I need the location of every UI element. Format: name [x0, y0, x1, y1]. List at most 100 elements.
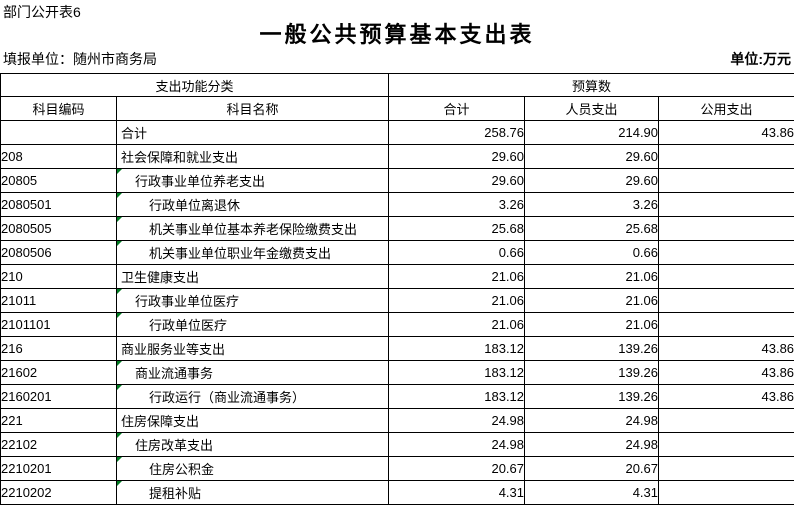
subject-name-text: 商业流通事务 [135, 366, 214, 381]
public-cell[interactable]: 43.86 [658, 384, 794, 409]
subject-name-cell[interactable]: 机关事业单位职业年金缴费支出 [115, 240, 390, 265]
personnel-cell[interactable]: 29.60 [524, 168, 660, 193]
subject-code-cell[interactable]: 210 [0, 264, 117, 289]
subject-name-text: 商业服务业等支出 [121, 342, 226, 357]
header-function-classification[interactable]: 支出功能分类 [0, 73, 390, 97]
personnel-cell[interactable]: 139.26 [524, 384, 660, 409]
total-cell[interactable]: 25.68 [388, 216, 526, 241]
public-cell[interactable] [658, 168, 794, 193]
table-row: 2210201 住房公积金 20.67 20.67 [0, 456, 794, 481]
subject-code-cell[interactable]: 2080505 [0, 216, 117, 241]
total-cell[interactable]: 0.66 [388, 240, 526, 265]
subject-name-cell[interactable]: 行政运行（商业流通事务） [115, 384, 390, 409]
public-cell[interactable] [658, 432, 794, 457]
subject-code-cell[interactable]: 2101101 [0, 312, 117, 337]
public-cell[interactable]: 43.86 [658, 336, 794, 361]
subject-code-cell[interactable]: 2160201 [0, 384, 117, 409]
total-cell[interactable]: 258.76 [388, 120, 526, 145]
cell-flag-triangle-icon [117, 313, 122, 318]
header-personnel-expenditure[interactable]: 人员支出 [524, 96, 660, 121]
subject-name-cell[interactable]: 行政事业单位医疗 [115, 288, 390, 313]
total-cell[interactable]: 183.12 [388, 336, 526, 361]
cell-flag-triangle-icon [117, 289, 122, 294]
header-total[interactable]: 合计 [388, 96, 526, 121]
subject-name-cell[interactable]: 行政单位离退休 [115, 192, 390, 217]
public-cell[interactable]: 43.86 [658, 360, 794, 385]
subject-name-text: 住房改革支出 [135, 438, 214, 453]
public-cell[interactable] [658, 312, 794, 337]
personnel-cell[interactable]: 214.90 [524, 120, 660, 145]
public-cell[interactable] [658, 288, 794, 313]
subject-code-cell[interactable] [0, 120, 117, 145]
public-cell[interactable] [658, 216, 794, 241]
header-public-expenditure[interactable]: 公用支出 [658, 96, 794, 121]
total-cell[interactable]: 24.98 [388, 432, 526, 457]
subject-name-cell[interactable]: 社会保障和就业支出 [115, 144, 390, 169]
subject-name-text: 行政运行（商业流通事务） [149, 390, 306, 405]
subject-name-cell[interactable]: 合计 [115, 120, 390, 145]
total-cell[interactable]: 20.67 [388, 456, 526, 481]
subject-code-cell[interactable]: 20805 [0, 168, 117, 193]
personnel-cell[interactable]: 4.31 [524, 480, 660, 505]
public-cell[interactable] [658, 456, 794, 481]
personnel-cell[interactable]: 139.26 [524, 336, 660, 361]
header-subject-name[interactable]: 科目名称 [115, 96, 390, 121]
header-budget-number[interactable]: 预算数 [388, 73, 794, 97]
public-cell[interactable] [658, 480, 794, 505]
subject-name-cell[interactable]: 商业流通事务 [115, 360, 390, 385]
subject-code-cell[interactable]: 2080506 [0, 240, 117, 265]
subject-name-cell[interactable]: 住房保障支出 [115, 408, 390, 433]
personnel-cell[interactable]: 21.06 [524, 288, 660, 313]
subject-name-text: 合计 [121, 126, 148, 141]
total-cell[interactable]: 24.98 [388, 408, 526, 433]
total-cell[interactable]: 21.06 [388, 264, 526, 289]
subject-code-cell[interactable]: 2210202 [0, 480, 117, 505]
subject-name-cell[interactable]: 住房改革支出 [115, 432, 390, 457]
subject-name-cell[interactable]: 卫生健康支出 [115, 264, 390, 289]
total-cell[interactable]: 21.06 [388, 288, 526, 313]
personnel-cell[interactable]: 139.26 [524, 360, 660, 385]
personnel-cell[interactable]: 25.68 [524, 216, 660, 241]
subject-name-text: 机关事业单位职业年金缴费支出 [149, 246, 332, 261]
personnel-cell[interactable]: 24.98 [524, 408, 660, 433]
personnel-cell[interactable]: 21.06 [524, 264, 660, 289]
total-cell[interactable]: 29.60 [388, 144, 526, 169]
subject-code-cell[interactable]: 21602 [0, 360, 117, 385]
subject-name-text: 行政单位离退休 [149, 198, 241, 213]
total-cell[interactable]: 3.26 [388, 192, 526, 217]
personnel-cell[interactable]: 24.98 [524, 432, 660, 457]
subject-name-cell[interactable]: 行政事业单位养老支出 [115, 168, 390, 193]
public-cell[interactable] [658, 192, 794, 217]
subject-name-cell[interactable]: 商业服务业等支出 [115, 336, 390, 361]
subject-name-cell[interactable]: 行政单位医疗 [115, 312, 390, 337]
header-subject-code[interactable]: 科目编码 [0, 96, 117, 121]
public-cell[interactable] [658, 240, 794, 265]
personnel-cell[interactable]: 29.60 [524, 144, 660, 169]
subject-code-cell[interactable]: 2210201 [0, 456, 117, 481]
subject-code-cell[interactable]: 208 [0, 144, 117, 169]
personnel-cell[interactable]: 21.06 [524, 312, 660, 337]
subject-code-cell[interactable]: 2080501 [0, 192, 117, 217]
subject-name-cell[interactable]: 提租补贴 [115, 480, 390, 505]
personnel-cell[interactable]: 3.26 [524, 192, 660, 217]
subject-name-cell[interactable]: 住房公积金 [115, 456, 390, 481]
total-cell[interactable]: 183.12 [388, 384, 526, 409]
public-cell[interactable] [658, 408, 794, 433]
personnel-cell[interactable]: 20.67 [524, 456, 660, 481]
public-cell[interactable] [658, 264, 794, 289]
subject-code-cell[interactable]: 216 [0, 336, 117, 361]
public-cell[interactable] [658, 144, 794, 169]
total-cell[interactable]: 29.60 [388, 168, 526, 193]
subject-code-cell[interactable]: 21011 [0, 288, 117, 313]
subject-code-cell[interactable]: 221 [0, 408, 117, 433]
total-cell[interactable]: 21.06 [388, 312, 526, 337]
total-cell[interactable]: 4.31 [388, 480, 526, 505]
total-cell[interactable]: 183.12 [388, 360, 526, 385]
subject-name-cell[interactable]: 机关事业单位基本养老保险缴费支出 [115, 216, 390, 241]
subject-code-cell[interactable]: 22102 [0, 432, 117, 457]
table-row: 221 住房保障支出 24.98 24.98 [0, 408, 794, 433]
table-row: 21011 行政事业单位医疗 21.06 21.06 [0, 288, 794, 313]
personnel-cell[interactable]: 0.66 [524, 240, 660, 265]
public-cell[interactable]: 43.86 [658, 120, 794, 145]
table-row: 合计 258.76 214.90 43.86 [0, 120, 794, 145]
